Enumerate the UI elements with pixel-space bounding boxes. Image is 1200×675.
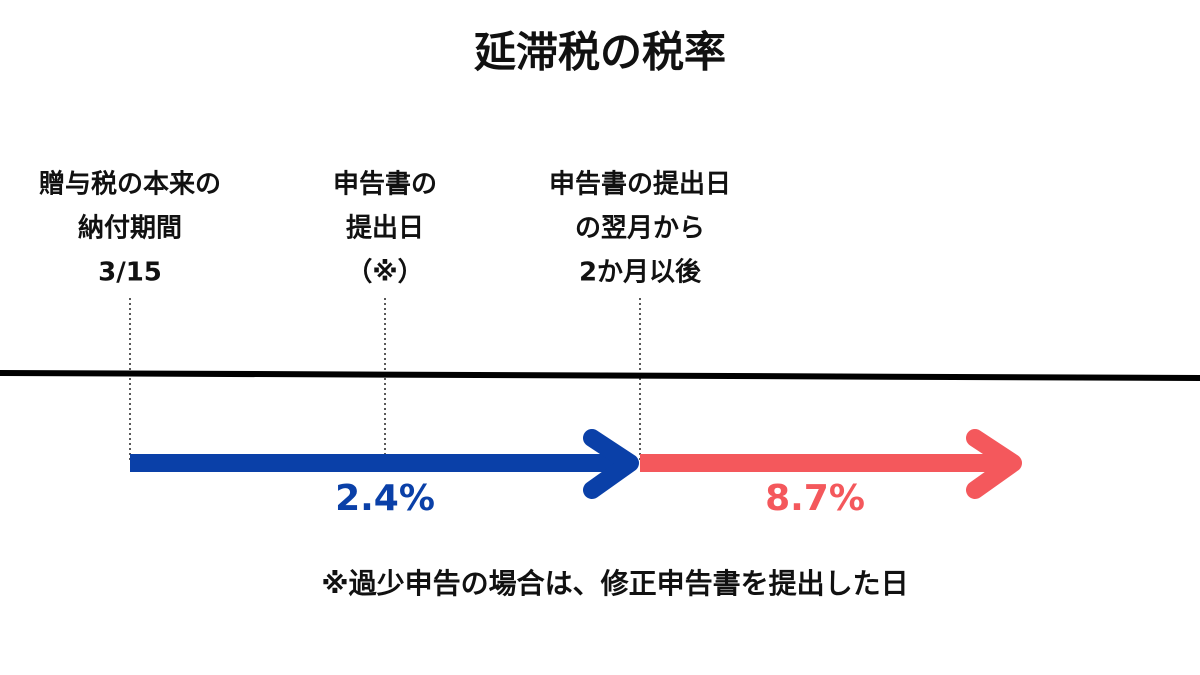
point-label: （※） [346,258,423,288]
point-label: 3/15 [98,258,162,288]
blue-arrow [130,429,639,499]
point-label: 提出日 [346,214,424,244]
title: 延滞税の税率 [474,28,726,77]
point-label: 納付期間 [78,213,182,244]
dotted-guides [129,298,641,462]
red-arrow [640,429,1022,499]
point-label: 申告書の [333,170,437,200]
rate-label: 8.7% [765,478,865,519]
point-label: 申告書の提出日 [549,170,731,200]
timeline [0,370,1200,381]
point-label: 贈与税の本来の [39,169,221,200]
arrow-head [583,429,639,499]
point-label: の翌月から [575,214,705,244]
footnote: ※過少申告の場合は、修正申告書を提出した日 [321,567,908,600]
rate-label: 2.4% [335,478,435,519]
point-label: 2か月以後 [579,257,702,288]
arrow-head [966,429,1022,499]
